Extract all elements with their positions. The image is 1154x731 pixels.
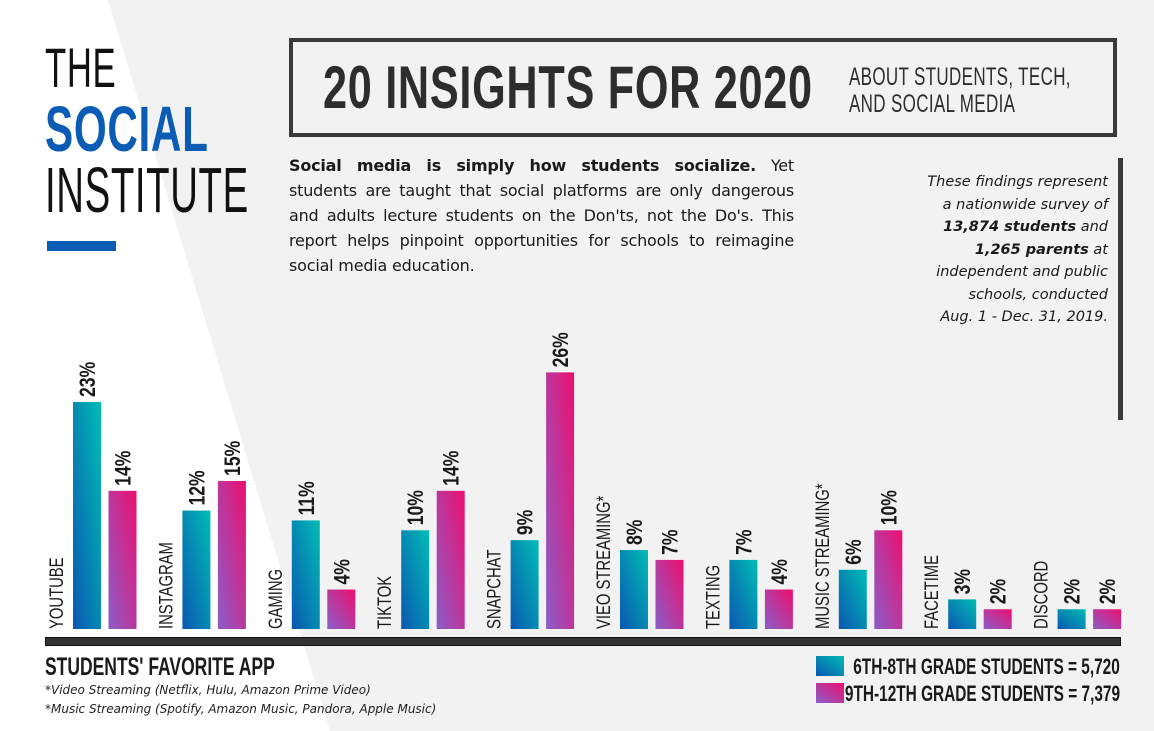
category-label-music-streaming: MUSIC STREAMING* xyxy=(812,483,833,629)
category-label-vieo-streaming: VIEO STREAMING* xyxy=(593,495,614,629)
bar-value-label-tiktok-grade-9-12: 14% xyxy=(440,450,464,485)
bar-value-label-facetime-grade-6-8: 3% xyxy=(951,569,975,595)
page-subtitle: ABOUT STUDENTS, TECH, AND SOCIAL MEDIA xyxy=(849,64,1071,118)
bar-value-label-snapchat-grade-6-8: 9% xyxy=(514,509,538,535)
bar-tiktok-grade-9-12 xyxy=(436,490,465,629)
bar-value-label-facetime-grade-9-12: 2% xyxy=(987,579,1011,605)
bar-value-label-gaming-grade-6-8: 11% xyxy=(295,481,319,515)
bar-value-label-instagram-grade-6-8: 12% xyxy=(186,470,210,505)
bar-vieo-streaming-grade-9-12 xyxy=(655,559,684,629)
bar-value-label-vieo-streaming-grade-6-8: 8% xyxy=(623,519,647,545)
legend-label-9-12: 9TH-12TH GRADE STUDENTS = 7,379 xyxy=(844,681,1120,706)
category-label-texting: TEXTING xyxy=(703,565,724,629)
bar-music-streaming-grade-9-12 xyxy=(874,530,903,629)
bar-value-label-youtube-grade-6-8: 23% xyxy=(76,362,100,397)
survey-note-line: 1,265 parents at xyxy=(905,239,1108,262)
bar-gaming-grade-9-12 xyxy=(327,589,356,629)
bar-vieo-streaming-grade-6-8 xyxy=(620,550,648,629)
bar-youtube-grade-6-8 xyxy=(73,401,101,629)
intro-paragraph: Social media is simply how students soci… xyxy=(289,153,794,278)
chart-baseline xyxy=(45,637,1121,646)
survey-note-rule xyxy=(1118,158,1123,420)
category-label-tiktok: TIKTOK xyxy=(374,575,395,629)
intro-text: Yet students are taught that social plat… xyxy=(289,156,794,275)
bar-value-label-snapchat-grade-9-12: 26% xyxy=(549,332,573,367)
bar-value-label-tiktok-grade-6-8: 10% xyxy=(404,490,428,525)
bar-value-label-gaming-grade-9-12: 4% xyxy=(331,559,355,585)
footnote-music-streaming: *Music Streaming (Spotify, Amazon Music,… xyxy=(45,702,437,716)
bar-instagram-grade-9-12 xyxy=(217,480,246,629)
bar-snapchat-grade-6-8 xyxy=(510,540,539,629)
bar-gaming-grade-6-8 xyxy=(291,520,320,629)
bar-discord-grade-9-12 xyxy=(1093,609,1122,629)
bar-value-label-discord-grade-9-12: 2% xyxy=(1096,579,1120,605)
bar-instagram-grade-6-8 xyxy=(182,510,211,629)
bar-facetime-grade-9-12 xyxy=(983,609,1012,629)
bar-value-label-music-streaming-grade-9-12: 10% xyxy=(878,490,902,525)
bar-tiktok-grade-6-8 xyxy=(401,530,430,629)
bar-value-label-youtube-grade-9-12: 14% xyxy=(112,450,136,485)
category-label-instagram: INSTAGRAM xyxy=(156,542,177,629)
bar-value-label-texting-grade-6-8: 7% xyxy=(733,529,757,555)
survey-note-line: independent and public xyxy=(936,264,1108,280)
bar-texting-grade-9-12 xyxy=(764,589,793,629)
bar-facetime-grade-6-8 xyxy=(948,599,977,629)
bar-music-streaming-grade-6-8 xyxy=(838,569,867,629)
logo-underline xyxy=(47,241,116,251)
footnote-video-streaming: *Video Streaming (Netflix, Hulu, Amazon … xyxy=(45,683,371,697)
bar-youtube-grade-9-12 xyxy=(108,490,137,629)
bar-value-label-texting-grade-9-12: 4% xyxy=(768,559,792,585)
bar-texting-grade-6-8 xyxy=(729,559,758,629)
category-label-facetime: FACETIME xyxy=(921,555,942,629)
bar-snapchat-grade-9-12 xyxy=(546,372,575,629)
intro-bold: Social media is simply how students soci… xyxy=(289,156,756,175)
survey-note-line: Aug. 1 - Dec. 31, 2019. xyxy=(940,309,1108,325)
bar-value-label-vieo-streaming-grade-9-12: 7% xyxy=(659,529,683,555)
chart-title: STUDENTS' FAVORITE APP xyxy=(45,653,275,681)
bar-discord-grade-6-8 xyxy=(1057,609,1086,629)
category-label-gaming: GAMING xyxy=(265,569,286,629)
legend-swatch-9-12 xyxy=(816,683,844,703)
category-label-discord: DISCORD xyxy=(1031,561,1052,629)
logo-line-social: SOCIAL xyxy=(45,93,209,165)
survey-note-text: and xyxy=(1076,219,1108,235)
survey-note-line: a nationwide survey of xyxy=(942,196,1108,213)
category-label-youtube: YOUTUBE xyxy=(46,557,67,629)
logo-line-institute: INSTITUTE xyxy=(45,154,249,226)
logo-line-the: THE xyxy=(45,36,117,99)
category-label-snapchat: SNAPCHAT xyxy=(484,549,505,629)
page-subtitle-line2: AND SOCIAL MEDIA xyxy=(849,90,1016,118)
page-subtitle-line1: ABOUT STUDENTS, TECH, xyxy=(849,63,1071,91)
bar-value-label-discord-grade-6-8: 2% xyxy=(1061,579,1085,605)
survey-note-line: 13,874 students and xyxy=(905,216,1108,239)
bar-value-label-music-streaming-grade-6-8: 6% xyxy=(842,539,866,565)
legend-label-6-8: 6TH-8TH GRADE STUDENTS = 5,720 xyxy=(853,654,1120,679)
survey-note-text: at xyxy=(1088,241,1108,258)
survey-note-line: These findings represent xyxy=(927,174,1108,190)
parents-count: 1,265 parents xyxy=(974,241,1089,258)
header-title-box: 20 INSIGHTS FOR 2020 ABOUT STUDENTS, TEC… xyxy=(289,38,1117,137)
survey-note: These findings represent a nationwide su… xyxy=(905,171,1108,329)
students-count: 13,874 students xyxy=(943,219,1077,235)
survey-note-line: schools, conducted xyxy=(968,286,1108,303)
bar-value-label-instagram-grade-9-12: 15% xyxy=(221,440,245,475)
legend-swatch-6-8 xyxy=(816,656,844,676)
page-title: 20 INSIGHTS FOR 2020 xyxy=(323,54,813,121)
